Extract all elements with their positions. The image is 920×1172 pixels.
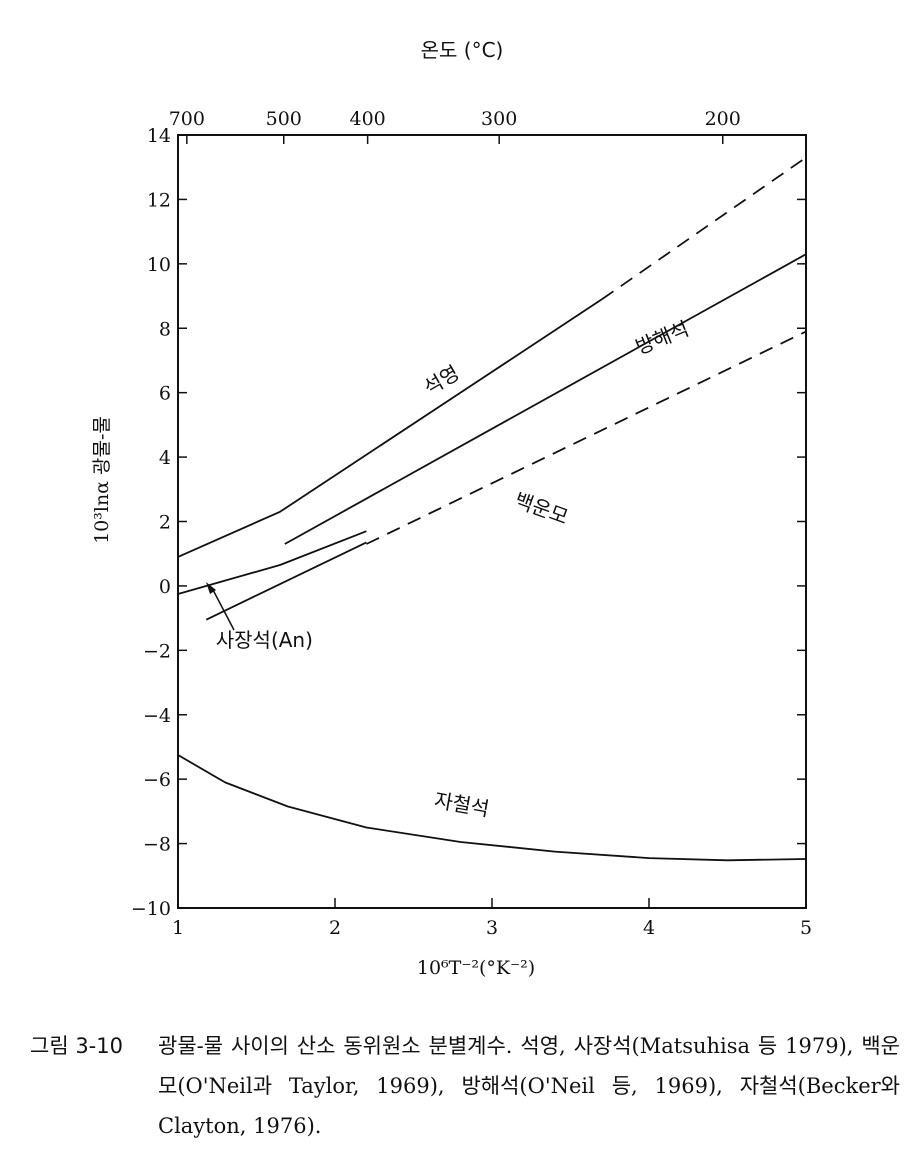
series-label: 백운모 xyxy=(511,488,571,529)
x-tick-label: 2 xyxy=(329,917,341,939)
top-axis-title: 온도 (°C) xyxy=(421,38,504,62)
y-axis-title: 10³lnα 광물-물 xyxy=(91,416,113,544)
top-tick-label: 400 xyxy=(349,108,385,130)
x-tick-label: 4 xyxy=(643,917,655,939)
y-tick-label: 14 xyxy=(147,125,171,147)
x-axis-title: 10⁶T⁻²(°K⁻²) xyxy=(417,957,535,979)
caption-text: 광물-물 사이의 산소 동위원소 분별계수. 석영, 사장석(Matsuhisa… xyxy=(158,1034,900,1138)
plot-frame xyxy=(177,134,807,909)
x-tick-label: 3 xyxy=(486,917,498,939)
x-tick-label: 1 xyxy=(172,917,184,939)
y-tick-label: −4 xyxy=(143,705,171,727)
sajangseok-pointer-arrowhead xyxy=(206,582,216,594)
series-label: 석영 xyxy=(419,361,463,400)
caption-label: 그림 3-10 xyxy=(30,1034,123,1058)
y-tick-label: −10 xyxy=(131,898,171,920)
y-tick-label: −8 xyxy=(143,834,171,856)
y-tick-label: 2 xyxy=(159,512,171,534)
series-line-4-사장석(An) xyxy=(177,530,367,595)
y-tick-label: 8 xyxy=(159,318,171,340)
top-tick-label: 500 xyxy=(266,108,302,130)
series-line-1-석영 xyxy=(177,298,603,558)
x-tick-label: 5 xyxy=(800,917,812,939)
top-tick-label: 300 xyxy=(481,108,517,130)
y-tick-label: 12 xyxy=(147,189,171,211)
chart: 온도 (°C) 10⁶T⁻²(°K⁻²) 10³lnα 광물-물 1412108… xyxy=(91,38,812,979)
series-label: 자철석 xyxy=(433,788,492,821)
series-layer xyxy=(177,156,807,862)
series-label: 방해석 xyxy=(632,316,692,359)
y-tick-label: 4 xyxy=(159,447,171,469)
y-tick-label: 10 xyxy=(147,254,171,276)
y-tick-label: −2 xyxy=(143,640,171,662)
series-line-6-자철석 xyxy=(177,754,807,862)
figure-caption: 그림 3-10 광물-물 사이의 산소 동위원소 분별계수. 석영, 사장석(M… xyxy=(30,1026,900,1146)
series-line-3-백운모 xyxy=(366,330,807,545)
series-line-5-series xyxy=(205,541,367,621)
series-line-1-dashed-extension xyxy=(601,156,807,301)
series-label: 사장석(An) xyxy=(216,628,313,652)
top-tick-label: 200 xyxy=(705,108,741,130)
series-line-2-방해석 xyxy=(284,253,807,545)
top-tick-label: 700 xyxy=(169,108,205,130)
y-tick-label: 0 xyxy=(159,576,171,598)
sajangseok-pointer-line xyxy=(211,587,235,631)
y-tick-label: 6 xyxy=(159,383,171,405)
y-tick-label: −6 xyxy=(143,769,171,791)
